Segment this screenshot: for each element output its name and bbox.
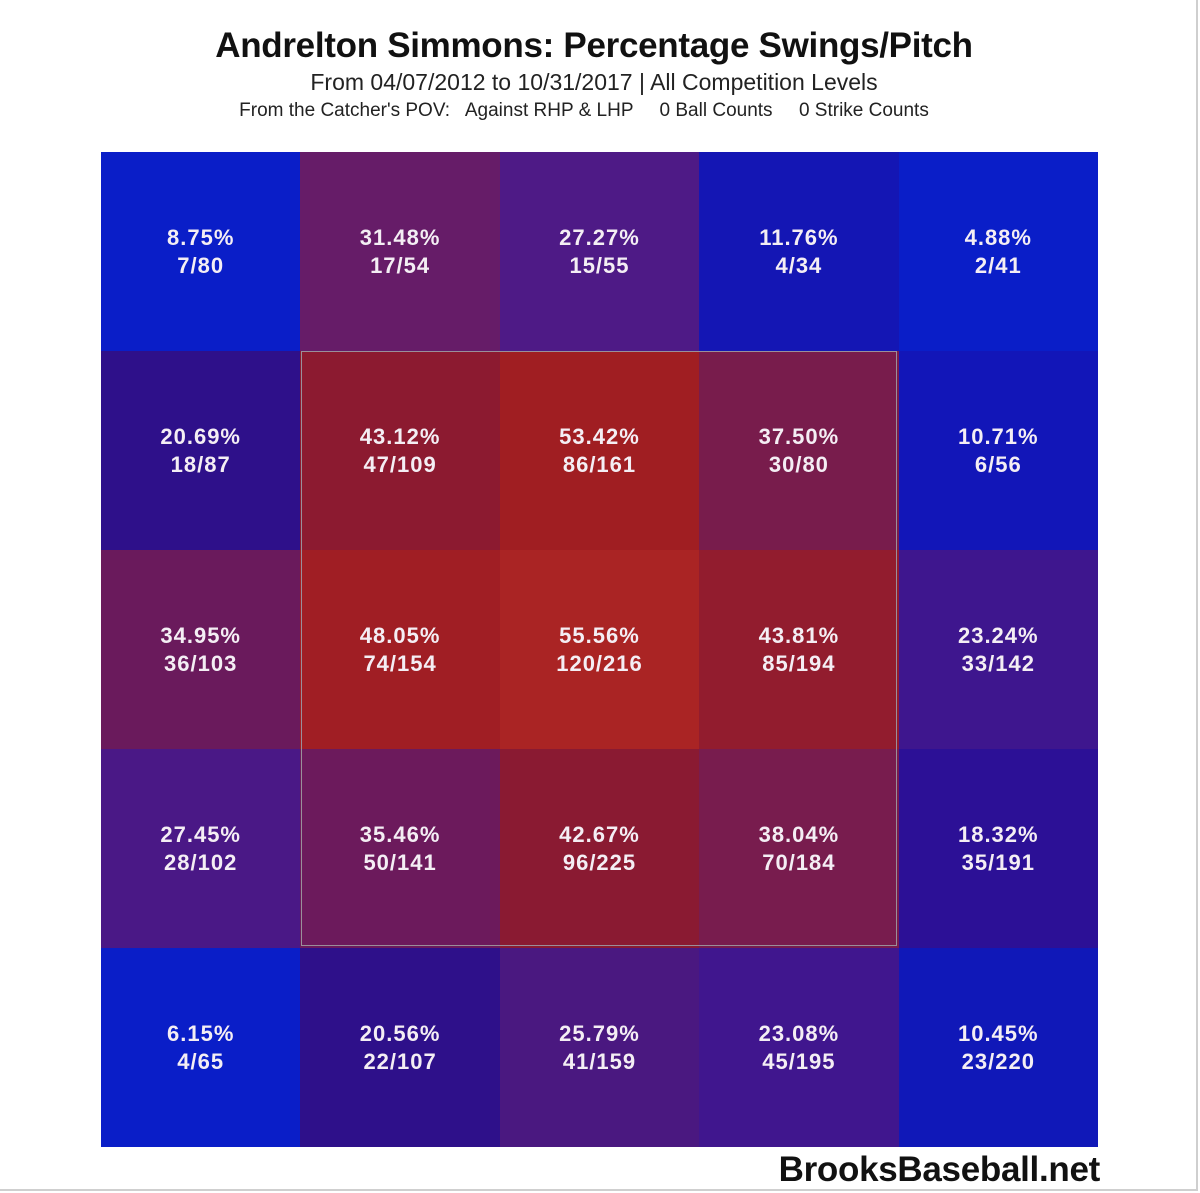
- brand-watermark: BrooksBaseball.net: [778, 1150, 1101, 1189]
- heatmap-cell: 31.48% 17/54: [300, 152, 500, 351]
- cell-percentage: 23.24%: [957, 622, 1039, 648]
- cell-percentage: 6.15%: [167, 1020, 235, 1046]
- heatmap-cell: 27.27% 15/55: [499, 152, 700, 351]
- heatmap-cell: 42.67% 96/225: [499, 749, 700, 948]
- cell-swings-over-pitches: 96/225: [562, 849, 637, 875]
- heatmap-cell: 10.71% 6/56: [898, 351, 1098, 550]
- cell-percentage: 20.56%: [359, 1020, 441, 1046]
- chart-subtitle: From 04/07/2012 to 10/31/2017 | All Comp…: [310, 69, 878, 95]
- cell-percentage: 53.42%: [559, 423, 640, 449]
- cell-swings-over-pitches: 28/102: [164, 849, 238, 875]
- heatmap-cell: 18.32% 35/191: [898, 749, 1098, 948]
- heatmap-cell: 8.75% 7/80: [101, 152, 301, 351]
- cell-percentage: 27.45%: [160, 821, 241, 847]
- heatmap-cell: 35.46% 50/141: [300, 749, 500, 948]
- cell-percentage: 43.12%: [359, 423, 441, 449]
- cell-percentage: 31.48%: [359, 224, 441, 250]
- heatmap-cell: 20.69% 18/87: [101, 351, 301, 550]
- heatmap-cell: 37.50% 30/80: [699, 351, 899, 550]
- heatmap-cell: 27.45% 28/102: [101, 749, 301, 948]
- heatmap-cell: 34.95% 36/103: [101, 550, 301, 749]
- cell-swings-over-pitches: 41/159: [562, 1048, 637, 1074]
- cell-swings-over-pitches: 30/80: [768, 451, 829, 477]
- cell-percentage: 42.67%: [559, 821, 640, 847]
- cell-swings-over-pitches: 35/191: [961, 849, 1035, 875]
- cell-swings-over-pitches: 17/54: [370, 252, 431, 278]
- cell-swings-over-pitches: 4/65: [177, 1048, 225, 1074]
- heatmap-cell: 43.12% 47/109: [300, 351, 500, 550]
- cell-swings-over-pitches: 33/142: [961, 650, 1035, 676]
- cell-swings-over-pitches: 18/87: [170, 451, 231, 477]
- cell-swings-over-pitches: 23/220: [961, 1048, 1035, 1074]
- cell-swings-over-pitches: 4/34: [775, 252, 823, 278]
- cell-swings-over-pitches: 2/41: [974, 252, 1022, 278]
- cell-percentage: 25.79%: [559, 1020, 640, 1046]
- heatmap-grid: 8.75% 7/80 31.48% 17/54 27.27% 15/55 11.76% 4/3…: [101, 152, 1098, 1147]
- heatmap-cell: 4.88% 2/41: [898, 152, 1098, 351]
- heatmap-cell: 25.79% 41/159: [499, 948, 700, 1147]
- heatmap-cell: 6.15% 4/65: [101, 948, 301, 1147]
- cell-percentage: 18.32%: [957, 821, 1039, 847]
- cell-percentage: 11.76%: [759, 224, 839, 250]
- cell-percentage: 37.50%: [758, 423, 840, 449]
- cell-swings-over-pitches: 6/56: [974, 451, 1022, 477]
- cell-swings-over-pitches: 47/109: [363, 451, 437, 477]
- chart-filters: From the Catcher's POV: Against RHP & LH…: [239, 100, 929, 121]
- heatmap-cell: 38.04% 70/184: [699, 749, 899, 948]
- heatmap-cell: 20.56% 22/107: [300, 948, 500, 1147]
- heatmap-cell: 53.42% 86/161: [499, 351, 700, 550]
- chart-title: Andrelton Simmons: Percentage Swings/Pit…: [215, 26, 973, 65]
- cell-swings-over-pitches: 86/161: [562, 451, 637, 477]
- cell-percentage: 10.71%: [957, 423, 1039, 449]
- cell-swings-over-pitches: 85/194: [762, 650, 836, 676]
- heatmap-cell: 23.08% 45/195: [699, 948, 899, 1147]
- cell-swings-over-pitches: 36/103: [164, 650, 238, 676]
- cell-percentage: 34.95%: [160, 622, 241, 648]
- cell-percentage: 43.81%: [758, 622, 840, 648]
- cell-percentage: 35.46%: [359, 821, 441, 847]
- cell-percentage: 55.56%: [559, 622, 640, 648]
- cell-swings-over-pitches: 120/216: [556, 650, 643, 676]
- cell-percentage: 4.88%: [964, 224, 1032, 250]
- heatmap-cell: 10.45% 23/220: [898, 948, 1098, 1147]
- cell-percentage: 10.45%: [957, 1020, 1039, 1046]
- cell-swings-over-pitches: 70/184: [762, 849, 836, 875]
- cell-percentage: 38.04%: [758, 821, 840, 847]
- cell-percentage: 27.27%: [559, 224, 640, 250]
- cell-percentage: 48.05%: [359, 622, 441, 648]
- cell-swings-over-pitches: 74/154: [363, 650, 437, 676]
- cell-swings-over-pitches: 50/141: [363, 849, 437, 875]
- heatmap-cell: 11.76% 4/34: [699, 152, 899, 351]
- cell-swings-over-pitches: 7/80: [177, 252, 225, 278]
- cell-percentage: 8.75%: [167, 224, 235, 250]
- heatmap-cell: 55.56% 120/216: [499, 550, 700, 749]
- cell-percentage: 23.08%: [758, 1020, 840, 1046]
- cell-swings-over-pitches: 22/107: [363, 1048, 437, 1074]
- heatmap-cell: 43.81% 85/194: [699, 550, 899, 749]
- cell-percentage: 20.69%: [160, 423, 241, 449]
- heatmap-cell: 48.05% 74/154: [300, 550, 500, 749]
- cell-swings-over-pitches: 45/195: [762, 1048, 836, 1074]
- heatmap-cell: 23.24% 33/142: [898, 550, 1098, 749]
- cell-swings-over-pitches: 15/55: [569, 252, 630, 278]
